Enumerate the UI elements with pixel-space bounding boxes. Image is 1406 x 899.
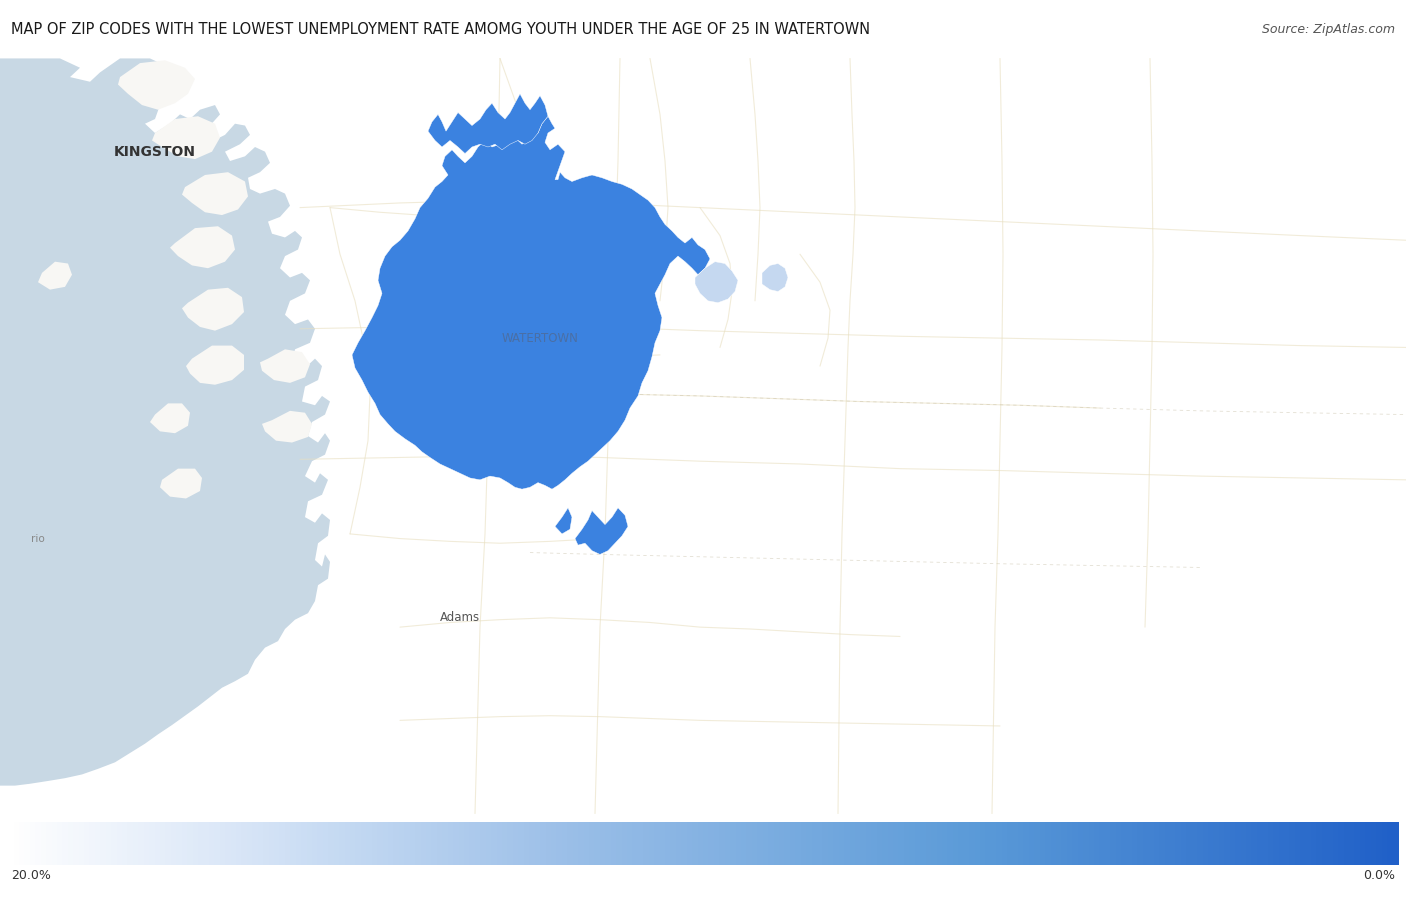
Polygon shape <box>152 116 219 159</box>
Polygon shape <box>262 411 312 442</box>
Polygon shape <box>181 173 247 215</box>
Polygon shape <box>118 60 195 110</box>
Text: KINGSTON: KINGSTON <box>114 145 195 158</box>
Polygon shape <box>555 508 572 534</box>
Text: WATERTOWN: WATERTOWN <box>502 332 578 344</box>
Text: Adams: Adams <box>440 611 479 624</box>
Polygon shape <box>181 288 245 331</box>
Polygon shape <box>0 58 330 814</box>
Text: Source: ZipAtlas.com: Source: ZipAtlas.com <box>1261 22 1395 36</box>
Polygon shape <box>762 263 787 291</box>
Text: MAP OF ZIP CODES WITH THE LOWEST UNEMPLOYMENT RATE AMOMG YOUTH UNDER THE AGE OF : MAP OF ZIP CODES WITH THE LOWEST UNEMPLO… <box>11 22 870 37</box>
Polygon shape <box>170 227 235 268</box>
Polygon shape <box>260 350 309 383</box>
Polygon shape <box>695 262 738 303</box>
Polygon shape <box>38 262 72 289</box>
Polygon shape <box>427 93 548 154</box>
Polygon shape <box>160 468 202 498</box>
Text: rio: rio <box>31 534 45 544</box>
Text: 20.0%: 20.0% <box>11 868 51 882</box>
Polygon shape <box>150 404 190 433</box>
Polygon shape <box>186 345 245 385</box>
Polygon shape <box>352 116 710 489</box>
Polygon shape <box>575 508 628 555</box>
Text: 0.0%: 0.0% <box>1362 868 1395 882</box>
